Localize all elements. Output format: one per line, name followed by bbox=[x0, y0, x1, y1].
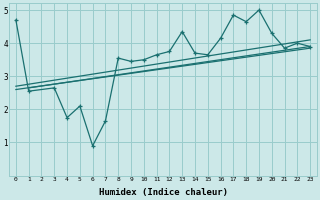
X-axis label: Humidex (Indice chaleur): Humidex (Indice chaleur) bbox=[99, 188, 228, 197]
